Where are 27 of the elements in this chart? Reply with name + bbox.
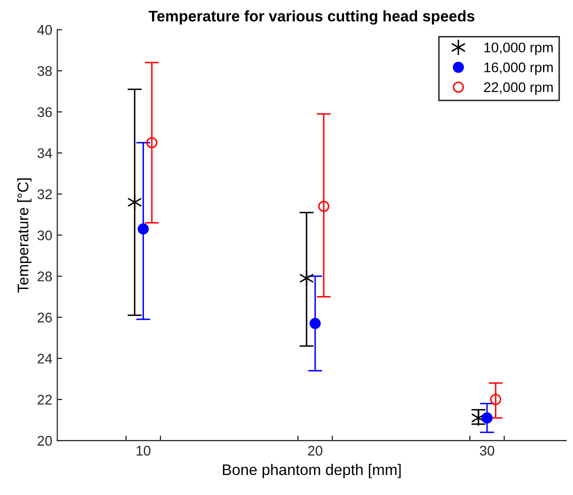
y-tick-label: 20 — [38, 436, 52, 446]
y-tick-label: 36 — [38, 107, 52, 118]
point — [138, 223, 149, 235]
point — [490, 394, 502, 406]
y-tick-label: 26 — [38, 312, 52, 322]
y-tick-label: 28 — [38, 272, 52, 282]
x-tick-label: 20 — [308, 446, 322, 456]
chart-title: Temperature for various cutting head speeds — [148, 10, 474, 25]
point — [127, 194, 142, 211]
y-axis-title: Temperature [°C] — [17, 178, 32, 293]
x-tick-label: 30 — [480, 446, 494, 456]
y-tick-label: 32 — [38, 189, 52, 200]
legend-label: 10,000 rpm — [484, 42, 553, 56]
x-axis-title: Bone phantom depth [mm] — [222, 464, 401, 478]
point — [146, 137, 158, 148]
x-tick-label: 10 — [136, 446, 150, 456]
point — [481, 412, 493, 424]
point — [310, 318, 321, 330]
y-tick-label: 38 — [38, 66, 52, 76]
y-tick-label: 24 — [38, 354, 52, 364]
y-tick-label: 40 — [37, 25, 52, 35]
legend-label: 16,000 rpm — [484, 62, 553, 76]
y-tick-label: 22 — [38, 394, 52, 404]
legend-label: 22,000 rpm — [484, 82, 553, 95]
y-tick-label: 34 — [38, 148, 52, 158]
point — [318, 200, 330, 212]
y-tick-label: 30 — [38, 230, 52, 240]
